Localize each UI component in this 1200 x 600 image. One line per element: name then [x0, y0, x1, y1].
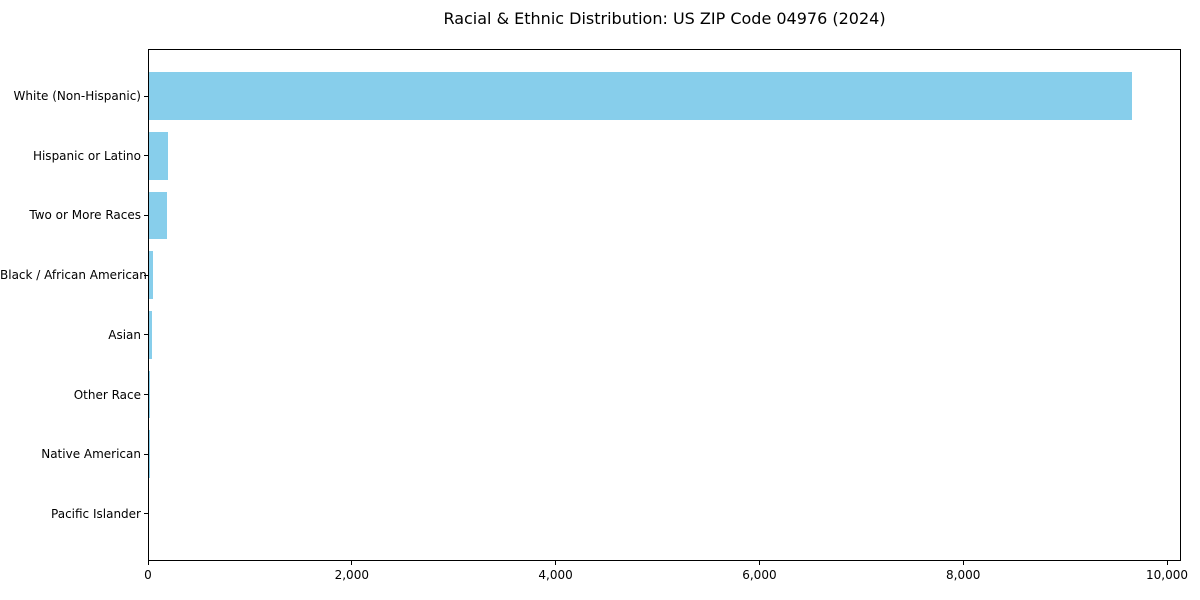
bar-hispanic-or-latino: [149, 131, 169, 180]
x-tick-mark: [962, 561, 964, 565]
x-tick-mark: [555, 561, 557, 565]
bar-black-african-american: [149, 251, 154, 300]
y-tick-label-asian: Asian: [108, 327, 141, 342]
y-tick-label-native-american: Native American: [41, 447, 141, 462]
bar-white-non-hispanic: [149, 72, 1133, 120]
x-tick-label-4000: 4,000: [538, 568, 573, 582]
bar-asian: [149, 310, 152, 359]
x-tick-label-6000: 6,000: [742, 568, 777, 582]
y-tick-mark: [144, 453, 148, 455]
y-tick-label-two-or-more-races: Two or More Races: [29, 208, 141, 223]
y-axis-labels: White (Non-Hispanic) Hispanic or Latino Tw…: [0, 49, 147, 561]
y-tick-mark: [144, 513, 148, 515]
y-tick-label-hispanic-or-latino: Hispanic or Latino: [32, 148, 141, 163]
x-tick-mark: [351, 561, 353, 565]
plot-area: [148, 49, 1181, 561]
x-tick-mark: [1166, 561, 1168, 565]
y-tick-label-pacific-islander: Pacific Islander: [51, 506, 141, 521]
y-tick-mark: [144, 95, 148, 97]
y-tick-label-black-african-american: Black / African American: [0, 268, 147, 283]
y-tick-mark: [144, 214, 148, 216]
x-tick-label-8000: 8,000: [946, 568, 981, 582]
y-tick-mark: [144, 334, 148, 336]
chart-title: Racial & Ethnic Distribution: US ZIP Cod…: [443, 9, 886, 28]
x-tick-mark: [758, 561, 760, 565]
y-tick-mark: [144, 155, 148, 157]
bar-other-race: [149, 370, 150, 419]
y-tick-label-other-race: Other Race: [73, 387, 141, 402]
x-tick-mark: [147, 561, 149, 565]
x-tick-label-2000: 2,000: [334, 568, 369, 582]
x-tick-label-0: 0: [144, 568, 152, 582]
y-tick-label-white-non-hispanic: White (Non-Hispanic): [13, 89, 141, 104]
y-tick-mark: [144, 394, 148, 395]
bar-two-or-more-races: [149, 191, 167, 240]
y-tick-mark: [144, 274, 148, 276]
x-tick-label-10000: 10,000: [1146, 568, 1189, 582]
